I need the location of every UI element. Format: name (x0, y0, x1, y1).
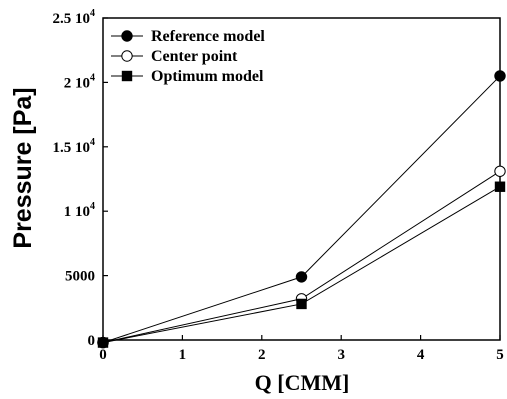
legend-marker (121, 70, 133, 82)
y-tick-mantissa: 2.5 10 (53, 11, 91, 27)
legend-marker (121, 30, 133, 42)
legend-label: Reference model (151, 28, 265, 45)
y-tick-label: 1.5 104 (53, 137, 96, 156)
legend-marker (121, 50, 133, 62)
y-axis-label: Pressure [Pa] (9, 87, 37, 248)
x-tick-label: 0 (99, 347, 107, 363)
y-tick-label: 0 (88, 333, 96, 349)
data-point (494, 165, 506, 177)
y-tick-label: 2.5 104 (53, 8, 96, 27)
y-tick-mantissa: 5000 (65, 269, 95, 285)
series-layer (97, 70, 506, 349)
y-tick-mantissa: 0 (88, 333, 96, 349)
x-tick-label: 2 (258, 347, 266, 363)
data-point (295, 271, 308, 283)
y-tick-exponent: 4 (90, 137, 95, 148)
x-tick-label: 4 (417, 347, 425, 363)
x-tick-label: 3 (337, 347, 345, 363)
y-tick-exponent: 4 (90, 8, 95, 19)
x-axis-label: Q [CMM] (255, 370, 350, 395)
legend-label: Center point (151, 48, 238, 65)
y-tick-mantissa: 1 10 (64, 204, 90, 220)
x-axis-ticks: 0 1 2 3 4 5 (99, 335, 504, 363)
plot-frame (102, 17, 501, 341)
x-tick-label: 1 (179, 347, 187, 363)
x-tick-label: 5 (496, 347, 504, 363)
y-tick-exponent: 4 (90, 201, 95, 212)
series-line (102, 170, 501, 344)
legend-label: Optimum model (151, 68, 264, 85)
legend: Reference model Center point Optimum model (111, 28, 265, 85)
series-center-point (97, 165, 506, 349)
y-tick-label: 2 104 (64, 72, 95, 91)
y-tick-label: 5000 (65, 269, 95, 285)
data-point (97, 337, 109, 348)
y-tick-label: 1 104 (64, 201, 95, 220)
data-point (494, 70, 506, 82)
series-optimum-model (97, 181, 506, 348)
plot-border (102, 17, 501, 341)
data-point (494, 181, 506, 192)
data-point (296, 298, 307, 310)
y-tick-mantissa: 2 10 (64, 75, 90, 91)
y-tick-mantissa: 1.5 10 (53, 140, 91, 156)
y-tick-exponent: 4 (90, 72, 95, 83)
